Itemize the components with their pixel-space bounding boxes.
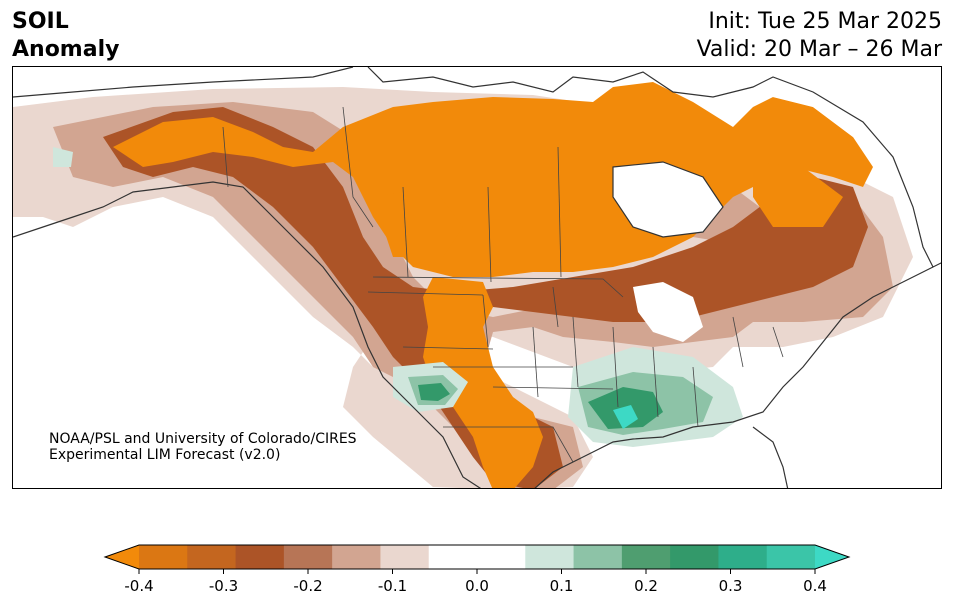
colorbar-tick-label: 0.4 (803, 577, 827, 595)
valid-range: Valid: 20 Mar – 26 Mar (696, 37, 942, 62)
colorbar-segment (428, 545, 478, 569)
colorbar-tick-label: 0.0 (465, 577, 489, 595)
colorbar-segment (477, 545, 526, 569)
credit-note: NOAA/PSL and University of Colorado/CIRE… (49, 431, 357, 463)
colorbar-segment (283, 545, 333, 569)
water-bodies (613, 67, 941, 342)
colorbar-segment (235, 545, 285, 569)
soil-anomaly-map (13, 67, 941, 488)
init-date: Init: Tue 25 Mar 2025 (708, 9, 942, 34)
colorbar-segment (187, 545, 237, 569)
colorbar-segment (525, 545, 575, 569)
colorbar-tick-label: -0.1 (378, 577, 407, 595)
colorbar-segments (103, 544, 851, 570)
map-title-line1: SOIL (12, 9, 69, 34)
political-borders (222, 106, 784, 463)
colorbar-labels: -0.4 -0.3 -0.2 -0.1 0.0 0.1 0.2 0.3 0.4 (124, 577, 827, 595)
map-title: SOIL Anomaly (12, 8, 119, 64)
colorbar-tick-label: -0.4 (124, 577, 153, 595)
colorbar-segment (718, 545, 768, 569)
colorbar: -0.4 -0.3 -0.2 -0.1 0.0 0.1 0.2 0.3 0.4 (103, 544, 851, 595)
colorbar-ticks (138, 569, 816, 574)
map-title-line2: Anomaly (12, 37, 120, 62)
colorbar-segment (380, 545, 430, 569)
colorbar-segment (670, 545, 719, 569)
colorbar-segment (621, 545, 671, 569)
map-panel (12, 66, 942, 489)
forecast-dates: Init: Tue 25 Mar 2025 Valid: 20 Mar – 26… (697, 8, 942, 64)
colorbar-tick-label: -0.3 (209, 577, 238, 595)
colorbar-segment (139, 545, 188, 569)
colorbar-extend-low (105, 545, 139, 569)
colorbar-tick-label: -0.2 (293, 577, 322, 595)
credit-line2: Experimental LIM Forecast (v2.0) (49, 447, 281, 463)
credit-line1: NOAA/PSL and University of Colorado/CIRE… (49, 431, 357, 447)
coastlines (13, 67, 941, 488)
colorbar-tick-label: 0.2 (634, 577, 658, 595)
colorbar-tick-label: 0.3 (719, 577, 743, 595)
colorbar-segment (332, 545, 381, 569)
anomaly-fill-wet-peak (613, 405, 638, 429)
colorbar-extend-high (815, 545, 849, 569)
colorbar-segment (766, 545, 816, 569)
colorbar-tick-label: 0.1 (550, 577, 574, 595)
colorbar-segment (573, 545, 623, 569)
